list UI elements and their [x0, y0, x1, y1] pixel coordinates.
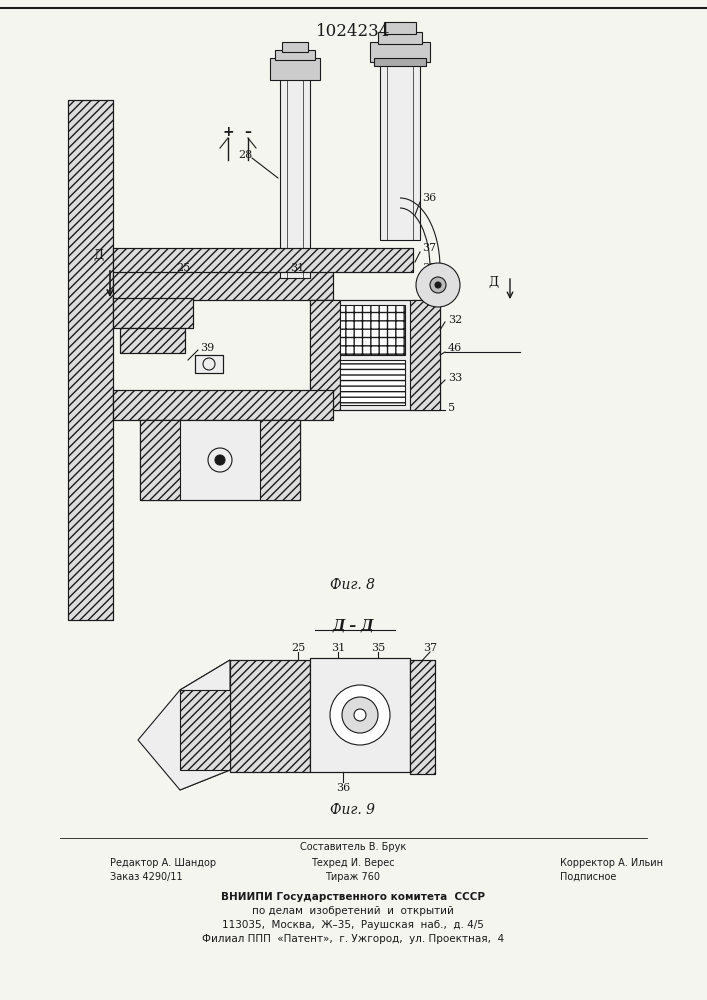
- Text: 36: 36: [422, 193, 436, 203]
- Text: 28: 28: [238, 150, 252, 160]
- Text: 32: 32: [448, 315, 462, 325]
- Bar: [113, 270, 333, 300]
- Bar: [310, 658, 410, 772]
- Bar: [120, 328, 185, 353]
- Bar: [282, 42, 308, 52]
- Circle shape: [215, 455, 225, 465]
- Bar: [68, 100, 113, 620]
- Text: Д: Д: [488, 275, 498, 288]
- Text: Д – Д: Д – Д: [332, 618, 374, 632]
- Bar: [140, 420, 300, 500]
- Bar: [230, 660, 310, 772]
- Circle shape: [330, 685, 390, 745]
- Bar: [280, 78, 310, 278]
- Bar: [410, 300, 440, 410]
- Bar: [140, 420, 300, 500]
- Bar: [113, 390, 333, 420]
- Bar: [113, 270, 333, 300]
- Text: Техред И. Верес: Техред И. Верес: [311, 858, 395, 868]
- Text: 5: 5: [448, 403, 455, 413]
- Bar: [260, 420, 300, 500]
- Text: 25: 25: [291, 643, 305, 653]
- Circle shape: [430, 277, 446, 293]
- Bar: [113, 248, 413, 272]
- Text: Фиг. 8: Фиг. 8: [330, 578, 375, 592]
- Circle shape: [354, 709, 366, 721]
- Text: Филиал ППП  «Патент»,  г. Ужгород,  ул. Проектная,  4: Филиал ППП «Патент», г. Ужгород, ул. Про…: [202, 934, 504, 944]
- Bar: [140, 420, 180, 500]
- Bar: [340, 360, 405, 405]
- Text: –: –: [245, 125, 252, 139]
- Bar: [180, 690, 230, 770]
- Bar: [120, 328, 185, 353]
- Text: Корректор А. Ильин: Корректор А. Ильин: [560, 858, 663, 868]
- Bar: [380, 60, 420, 240]
- Text: 37: 37: [422, 243, 436, 253]
- Bar: [113, 248, 413, 272]
- Bar: [68, 100, 113, 620]
- Bar: [113, 298, 193, 328]
- Bar: [275, 50, 315, 60]
- Bar: [410, 660, 435, 774]
- Text: ВНИИПИ Государственного комитета  СССР: ВНИИПИ Государственного комитета СССР: [221, 892, 485, 902]
- Bar: [195, 355, 223, 373]
- Polygon shape: [138, 660, 230, 790]
- Bar: [370, 42, 430, 62]
- Bar: [113, 298, 193, 328]
- Bar: [340, 305, 405, 355]
- Text: 39: 39: [200, 343, 214, 353]
- Text: Составитель В. Брук: Составитель В. Брук: [300, 842, 406, 852]
- Bar: [410, 660, 435, 774]
- Text: Фиг. 9: Фиг. 9: [330, 803, 375, 817]
- Circle shape: [342, 697, 378, 733]
- Bar: [310, 300, 440, 410]
- Bar: [310, 658, 410, 772]
- Text: +: +: [222, 125, 234, 139]
- Text: 46: 46: [448, 343, 462, 353]
- Bar: [195, 355, 223, 373]
- Text: Д: Д: [93, 249, 103, 262]
- Bar: [378, 32, 422, 44]
- Bar: [230, 660, 310, 772]
- Text: 31: 31: [290, 263, 304, 273]
- Text: 113035,  Москва,  Ж–35,  Раушская  наб.,  д. 4/5: 113035, Москва, Ж–35, Раушская наб., д. …: [222, 920, 484, 930]
- Circle shape: [435, 282, 441, 288]
- Text: по делам  изобретений  и  открытий: по делам изобретений и открытий: [252, 906, 454, 916]
- Polygon shape: [180, 660, 230, 790]
- Bar: [310, 300, 340, 410]
- Text: 31: 31: [331, 643, 345, 653]
- Text: Заказ 4290/11: Заказ 4290/11: [110, 872, 182, 882]
- Text: 35: 35: [371, 643, 385, 653]
- Text: 35: 35: [422, 263, 436, 273]
- Text: 25: 25: [176, 263, 190, 273]
- Bar: [113, 390, 333, 420]
- Text: Редактор А. Шандор: Редактор А. Шандор: [110, 858, 216, 868]
- Text: Подписное: Подписное: [560, 872, 617, 882]
- Bar: [374, 58, 426, 66]
- Circle shape: [416, 263, 460, 307]
- Text: Тираж 760: Тираж 760: [325, 872, 380, 882]
- Text: 1024234: 1024234: [316, 23, 390, 40]
- Text: 37: 37: [423, 643, 437, 653]
- Bar: [310, 300, 440, 410]
- Text: 36: 36: [336, 783, 350, 793]
- Text: 33: 33: [448, 373, 462, 383]
- Bar: [270, 58, 320, 80]
- Bar: [384, 22, 416, 34]
